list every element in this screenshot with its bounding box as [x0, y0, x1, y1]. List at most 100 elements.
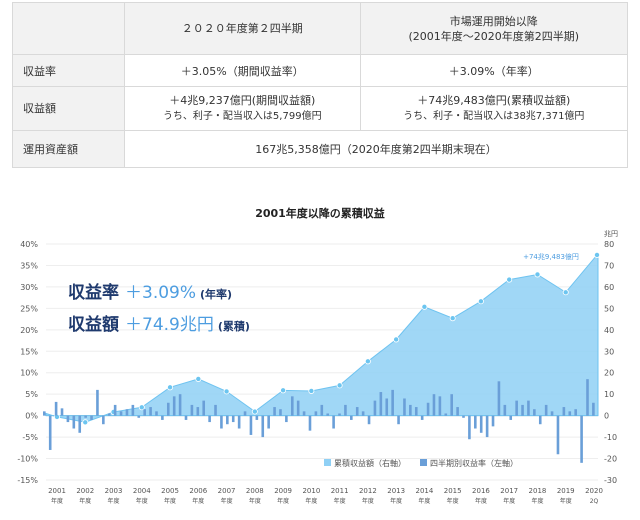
quarterly-return-bar	[66, 415, 70, 423]
x-tick-label: 年度	[560, 497, 572, 505]
x-tick-label: 2012	[359, 487, 377, 495]
right-axis-tick-label: 10	[604, 390, 614, 399]
summary-table: ２０２０年度第２四半期 市場運用開始以降 (2001年度～2020年度第2四半期…	[12, 2, 629, 168]
rate-quarter: ＋3.05%（期間収益率）	[124, 54, 361, 87]
chart-title: 2001年度以降の累積収益	[255, 207, 385, 220]
left-axis-tick-label: 30%	[20, 283, 38, 292]
quarterly-return-bar	[379, 392, 383, 416]
amount-quarter: ＋4兆9,237億円(期間収益額) うち、利子・配当収入は5,799億円	[124, 86, 361, 131]
quarterly-return-bar	[172, 396, 176, 416]
quarterly-return-bar	[178, 394, 182, 416]
col-header-since-line1: 市場運用開始以降	[449, 14, 538, 28]
left-axis-tick-label: 10%	[20, 369, 38, 378]
right-axis-tick-label: 50	[604, 304, 614, 313]
quarterly-return-bar	[314, 411, 318, 416]
quarterly-return-bar	[332, 415, 335, 429]
amount-since-sub: うち、利子・配当収入は38兆7,371億円	[403, 110, 585, 122]
x-tick-label: 2009	[274, 487, 292, 495]
left-axis-tick-label: 5%	[25, 390, 38, 399]
x-tick-label: 年度	[447, 497, 459, 505]
quarterly-return-bar	[403, 398, 406, 416]
x-tick-label: 年度	[390, 497, 402, 505]
x-tick-label: 2014	[416, 487, 434, 495]
quarterly-return-bar	[267, 415, 270, 429]
col-header-since-line2: (2001年度～2020年度第2四半期)	[408, 29, 580, 43]
x-tick-label: 年度	[79, 497, 91, 505]
cumulative-return-point	[223, 388, 230, 395]
right-axis-tick-label: -20	[604, 455, 617, 464]
quarterly-return-bar	[538, 415, 542, 425]
right-axis-tick-label: -10	[604, 433, 617, 442]
quarterly-return-bar	[503, 404, 507, 416]
x-tick-label: 2004	[133, 487, 151, 495]
corner-cell	[12, 2, 125, 55]
quarterly-return-bar	[78, 415, 82, 433]
cumulative-return-point	[393, 336, 400, 343]
quarterly-return-bar	[220, 415, 223, 429]
legend-swatch-quarterly	[420, 459, 427, 466]
amount-quarter-sub: うち、利子・配当収入は5,799億円	[162, 110, 322, 122]
quarterly-return-bar	[544, 404, 548, 416]
quarterly-return-bar	[361, 411, 365, 416]
quarterly-return-bar	[515, 400, 518, 416]
quarterly-return-bar	[414, 407, 418, 416]
left-axis-tick-label: -10%	[17, 455, 38, 464]
quarterly-return-bar	[562, 407, 566, 416]
quarterly-return-bar	[72, 415, 76, 429]
cumulative-return-point	[506, 276, 513, 283]
assets-value: 167兆5,358億円（2020年度第2四半期末現在）	[124, 130, 628, 168]
right-axis-tick-label: 30	[604, 347, 614, 356]
quarterly-return-bar	[285, 415, 288, 423]
quarterly-return-bar	[491, 415, 495, 427]
left-axis-tick-label: -15%	[17, 476, 38, 485]
x-tick-label: 2Q	[590, 498, 599, 505]
cumulative-return-point	[308, 387, 315, 394]
x-tick-label: 2001	[48, 487, 66, 495]
cumulative-return-point	[195, 375, 202, 382]
quarterly-return-bar	[355, 407, 359, 416]
x-tick-label: 2015	[444, 487, 462, 495]
right-axis-tick-label: 80	[604, 240, 614, 249]
quarterly-return-bar	[231, 415, 235, 423]
cumulative-return-point	[534, 271, 541, 278]
x-tick-label: 年度	[136, 497, 148, 505]
x-tick-label: 2017	[500, 487, 518, 495]
cumulative-return-point	[336, 382, 343, 389]
legend-swatch-cumulative	[324, 459, 331, 466]
x-tick-label: 年度	[418, 497, 430, 505]
quarterly-return-bar	[161, 415, 164, 420]
x-tick-label: 年度	[164, 497, 176, 505]
amount-quarter-main: ＋4兆9,237億円(期間収益額)	[169, 93, 316, 107]
quarterly-return-bar	[166, 402, 170, 416]
overlay-rate-label: 収益率	[68, 283, 119, 303]
right-axis-unit: 兆円	[604, 229, 618, 238]
quarterly-return-bar	[444, 413, 448, 416]
quarterly-return-bar	[580, 415, 583, 463]
quarterly-return-bar	[308, 415, 312, 431]
quarterly-return-bar	[90, 415, 93, 420]
quarterly-return-bar	[344, 404, 347, 416]
quarterly-return-bar	[249, 415, 253, 435]
quarterly-return-bar	[149, 407, 152, 416]
quarterly-return-bar	[302, 411, 306, 416]
x-tick-label: 2011	[331, 487, 349, 495]
x-tick-label: 2010	[302, 487, 320, 495]
quarterly-return-bar	[48, 415, 52, 450]
right-axis-tick-label: 40	[604, 326, 614, 335]
legend-label-quarterly: 四半期別収益率（左軸）	[430, 458, 518, 468]
quarterly-return-bar	[497, 381, 501, 416]
overlay-rate-unit: (年率)	[200, 288, 233, 301]
quarterly-return-bar	[326, 413, 330, 416]
quarterly-return-bar	[574, 409, 577, 416]
x-tick-label: 年度	[475, 497, 487, 505]
left-axis-tick-label: 15%	[20, 347, 38, 356]
cumulative-return-point	[594, 251, 601, 258]
quarterly-return-bar	[468, 415, 471, 440]
x-tick-label: 年度	[108, 497, 120, 505]
quarterly-return-bar	[119, 411, 123, 416]
quarterly-return-bar	[208, 415, 211, 423]
quarterly-return-bar	[450, 394, 453, 416]
quarterly-return-bar	[432, 394, 436, 416]
overlay-rate-value: ＋3.09%	[125, 283, 197, 303]
quarterly-return-bar	[592, 402, 595, 416]
